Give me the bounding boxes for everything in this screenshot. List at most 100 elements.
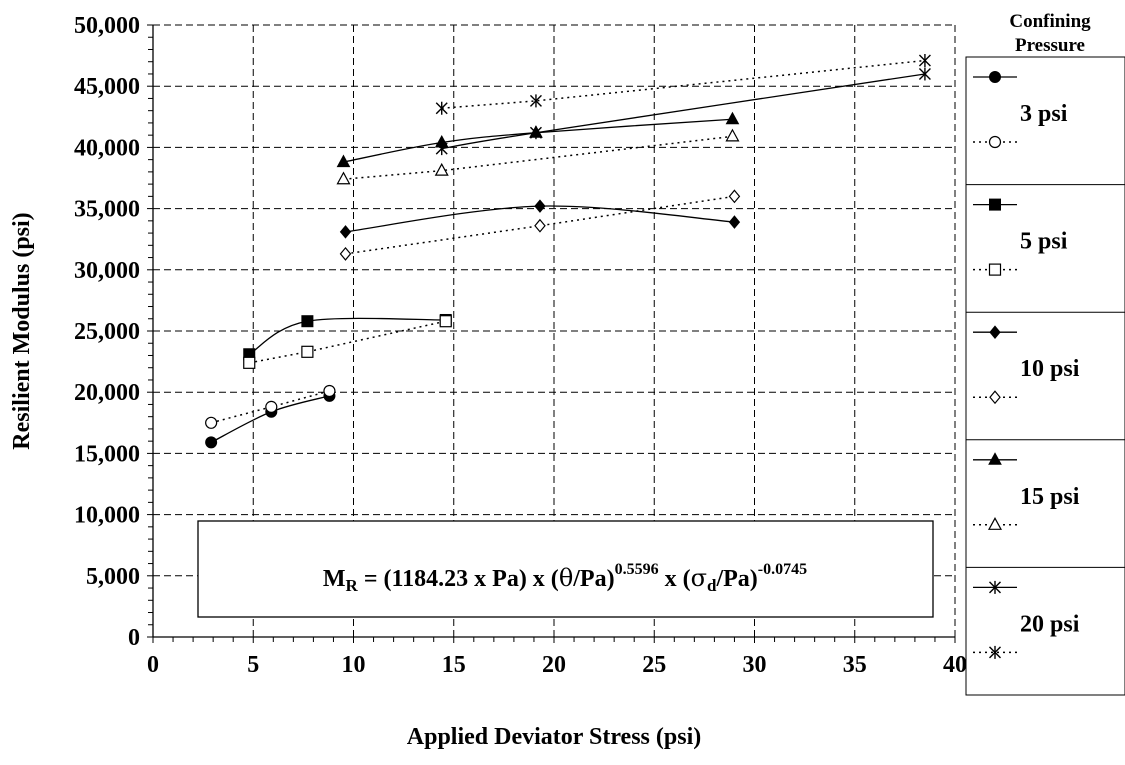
eq-subscript: R <box>346 576 359 595</box>
y-tick-label: 10,000 <box>74 503 140 529</box>
data-point <box>728 215 741 229</box>
legend-item-3-psi: 3 psi <box>973 71 1068 149</box>
data-point <box>529 126 542 140</box>
legend-title: Confining <box>1009 11 1091 32</box>
x-tick-label: 5 <box>247 652 259 678</box>
legend-marker <box>989 390 1001 405</box>
legend-item-10-psi: 10 psi <box>966 311 1125 405</box>
y-axis-title: Resilient Modulus (psi) <box>9 212 35 449</box>
x-tick-label: 0 <box>147 652 159 678</box>
series-line <box>248 317 446 355</box>
data-point <box>434 162 449 176</box>
y-tick-label: 20,000 <box>74 380 140 406</box>
legend-marker <box>989 645 1001 659</box>
eq-symbol: M <box>323 566 346 592</box>
y-tick-label: 15,000 <box>74 441 140 467</box>
series-10-psi-solid <box>339 199 741 239</box>
series-15-psi-solid <box>336 111 740 168</box>
series-15-psi-dotted <box>336 128 740 185</box>
series-5-psi-solid <box>243 313 452 361</box>
data-point <box>918 53 931 67</box>
x-tick-label: 20 <box>542 652 566 678</box>
x-tick-label: 35 <box>843 652 867 678</box>
y-tick-label: 5,000 <box>86 564 140 590</box>
legend-label: 15 psi <box>1020 484 1080 510</box>
series-5-psi-dotted <box>243 315 452 369</box>
data-point <box>339 225 352 239</box>
data-point <box>529 94 542 108</box>
data-point <box>323 384 336 398</box>
axes: 0 5 10 15 20 25 30 35 40 0 5,000 10,000 15,000 20,000… <box>9 13 967 750</box>
series-line <box>343 118 733 163</box>
legend: Confining Pressure 3 psi 5 psi 10 psi 15 psi 2… <box>965 11 1125 696</box>
legend-label: 3 psi <box>1020 101 1068 127</box>
data-point <box>725 128 740 142</box>
legend-marker <box>988 452 1002 465</box>
data-point <box>336 171 351 185</box>
legend-title: Pressure <box>1015 35 1085 56</box>
legend-label: 5 psi <box>1020 229 1068 255</box>
equation-text: MR = (1184.23 x Pa) x (θ/Pa)0.5596 x (σd… <box>323 561 807 595</box>
series-line <box>441 59 926 109</box>
data-point <box>534 199 546 213</box>
x-tick-label: 30 <box>743 652 767 678</box>
data-point <box>205 416 218 429</box>
data-point <box>336 154 351 168</box>
legend-marker <box>987 517 1003 530</box>
legend-marker <box>989 580 1001 594</box>
series-line <box>343 135 733 180</box>
data-point <box>265 400 278 413</box>
series-line <box>210 390 330 424</box>
eq-exponent: -0.0745 <box>758 561 807 578</box>
data-point <box>435 101 448 115</box>
legend-marker <box>989 198 1001 211</box>
data-point <box>301 315 314 328</box>
y-tick-label: 0 <box>128 625 140 651</box>
series-20-psi-solid <box>435 67 931 156</box>
legend-item-15-psi: 15 psi <box>966 439 1125 530</box>
legend-frame <box>965 56 1125 696</box>
data-point <box>439 315 452 328</box>
legend-marker <box>989 71 1001 83</box>
eq-text: x ( <box>659 566 691 592</box>
equation-box: MR = (1184.23 x Pa) x (θ/Pa)0.5596 x (σd… <box>197 520 934 618</box>
y-tick-label: 40,000 <box>74 135 140 161</box>
eq-text: = (1184.23 x Pa) x ( <box>358 566 559 592</box>
series-line <box>249 320 446 364</box>
legend-marker <box>988 263 1002 276</box>
data-point <box>339 246 352 261</box>
x-axis-title: Applied Deviator Stress (psi) <box>407 724 701 750</box>
series-20-psi-dotted <box>435 53 931 115</box>
legend-item-20-psi: 20 psi <box>966 566 1125 659</box>
y-tick-label: 45,000 <box>74 74 140 100</box>
series-3-psi-solid <box>205 389 336 449</box>
x-tick-label: 15 <box>442 652 466 678</box>
y-tick-label: 30,000 <box>74 258 140 284</box>
legend-marker <box>988 135 1002 149</box>
eq-subscript: d <box>707 576 717 595</box>
x-tick-label: 25 <box>642 652 666 678</box>
equation-frame <box>197 520 934 618</box>
legend-marker <box>989 325 1001 339</box>
x-tick-label: 10 <box>342 652 366 678</box>
eq-text: /Pa) <box>715 566 757 592</box>
series-3-psi-dotted <box>205 384 336 429</box>
data-point <box>728 189 741 204</box>
data-point <box>435 142 448 156</box>
y-tick-label: 50,000 <box>74 13 140 39</box>
data-point <box>534 218 546 233</box>
data-series <box>205 53 931 449</box>
data-point <box>243 356 256 369</box>
series-10-psi-dotted <box>339 189 741 261</box>
data-point <box>918 67 931 81</box>
eq-text: /Pa) <box>572 566 614 592</box>
y-tick-label: 35,000 <box>74 197 140 223</box>
data-point <box>301 345 314 358</box>
eq-theta: θ <box>559 564 573 592</box>
legend-label: 10 psi <box>1020 356 1080 382</box>
series-line <box>441 73 926 150</box>
x-tick-label: 40 <box>943 652 967 678</box>
legend-label: 20 psi <box>1020 611 1080 637</box>
